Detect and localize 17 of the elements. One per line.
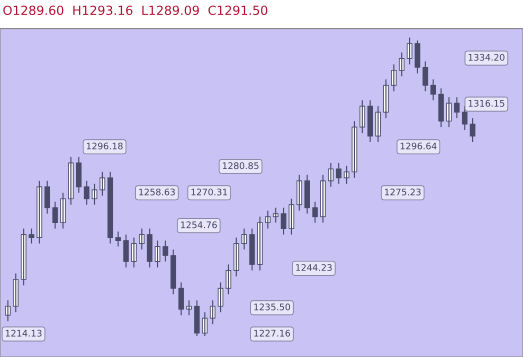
annotation: 1270.31 bbox=[192, 188, 228, 196]
annotation: 1334.20 bbox=[468, 54, 504, 61]
annotation: 1275.23 bbox=[385, 188, 421, 196]
candlestick bbox=[60, 192, 66, 230]
annotation: 1280.85 bbox=[222, 162, 258, 170]
candlestick bbox=[28, 228, 34, 244]
annotation: 1235.50 bbox=[254, 304, 290, 310]
chart-title: O1289.60 H1293.16 L1289.09 C1291.50 bbox=[3, 6, 268, 16]
annotation: 1227.16 bbox=[254, 330, 290, 337]
annotation: 1258.63 bbox=[139, 188, 175, 196]
annotation: 1254.76 bbox=[181, 221, 217, 228]
annotation: 1244.23 bbox=[296, 264, 332, 271]
annotation: 1296.18 bbox=[86, 142, 123, 150]
annotation: 1214.13 bbox=[6, 330, 42, 337]
candlestick bbox=[123, 234, 129, 268]
annotation: 1296.64 bbox=[400, 142, 437, 150]
annotation: 1316.15 bbox=[468, 100, 504, 107]
